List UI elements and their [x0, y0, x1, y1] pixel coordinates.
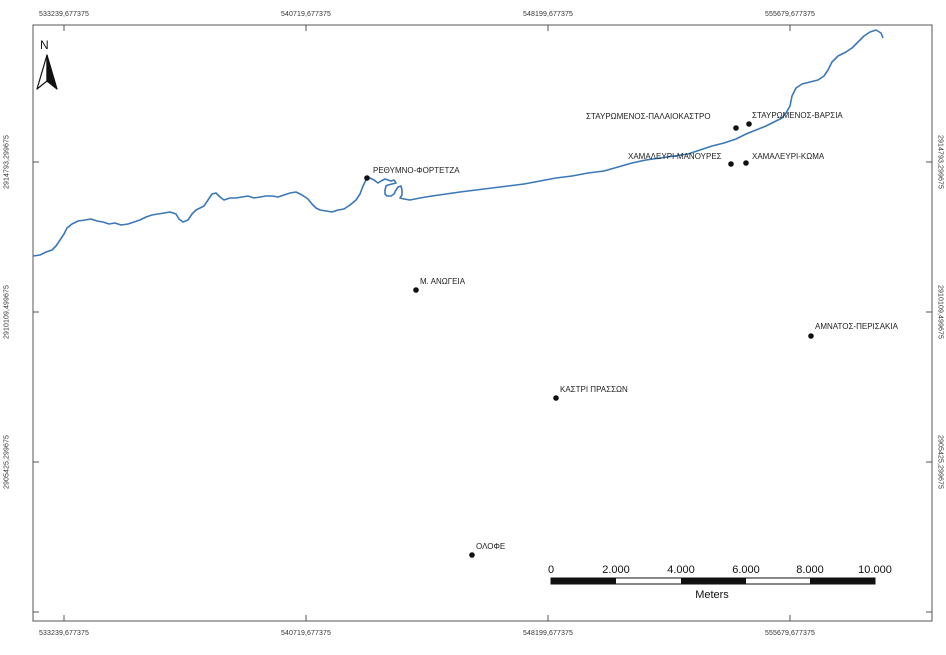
scale-tick-label: 8.000: [796, 564, 824, 576]
north-label: N: [40, 38, 49, 52]
left-graticule-ticks: [33, 161, 39, 613]
place-label: ΚΑΣΤΡΙ ΠΡΑΣΣΩΝ: [560, 385, 628, 394]
top-graticule-ticks: [63, 25, 791, 31]
place-label: ΧΑΜΑΛΕΥΡΙ-ΜΑΝΟΥΡΕΣ: [628, 152, 722, 161]
place-label: ΣΤΑΥΡΩΜΕΝΟΣ-ΠΑΛΑΙΟΚΑΣΤΡΟ: [586, 112, 711, 121]
right-coordinate-label: 2914793,299675: [936, 135, 944, 189]
bottom-coordinate-label: 555679,677375: [765, 630, 815, 637]
place-label: Μ. ΑΝΩΓΕΙΑ: [420, 277, 466, 286]
place-label: ΟΛΟΦΕ: [476, 542, 506, 551]
bottom-graticule-ticks: [63, 615, 791, 621]
place-label: ΡΕΘΥΜΝΟ-ΦΟΡΤΕΤΖΑ: [373, 166, 460, 175]
right-coordinate-label: 2910109,499675: [936, 285, 944, 339]
place-label: ΣΤΑΥΡΩΜΕΝΟΣ-ΒΑΡΣΙΑ: [752, 111, 843, 120]
scale-tick-label: 4.000: [667, 564, 695, 576]
site-marker[interactable]: [364, 175, 370, 181]
left-coordinate-label: 2914793,299675: [3, 135, 11, 189]
coastline: [32, 29, 884, 257]
left-coordinate-label: 2910109,499675: [3, 285, 11, 339]
site-marker[interactable]: [808, 333, 814, 339]
scale-tick-label: 0: [547, 564, 555, 576]
right-graticule-ticks: [926, 161, 932, 613]
bottom-coordinate-label: 540719,677375: [281, 630, 331, 637]
bottom-coordinate-label: 548199,677375: [523, 630, 573, 637]
place-label: ΧΑΜΑΛΕΥΡΙ-ΚΩΜΑ: [752, 152, 825, 161]
site-marker[interactable]: [746, 121, 752, 127]
bottom-coordinate-label: 533239,677375: [39, 630, 89, 637]
right-coordinate-label: 2905425,299675: [936, 435, 944, 489]
place-label: ΑΜΝΑΤΟΣ-ΠΕΡΙΣΑΚΙΑ: [815, 322, 898, 331]
map-neatline: [32, 24, 933, 622]
site-marker[interactable]: [553, 395, 559, 401]
site-marker[interactable]: [733, 125, 739, 131]
left-coordinate-label: 2905425,299675: [3, 435, 11, 489]
scale-tick-label: 6.000: [732, 564, 760, 576]
scale-tick-label: 10.000: [858, 564, 892, 576]
scale-tick-label: 2.000: [602, 564, 630, 576]
site-markers: [364, 121, 814, 558]
site-marker[interactable]: [743, 160, 749, 166]
top-coordinate-label: 548199,677375: [523, 11, 573, 18]
scale-segment-dark: [681, 578, 746, 584]
north-arrow-icon: [36, 54, 58, 90]
scale-segment-dark: [551, 578, 616, 584]
top-coordinate-label: 540719,677375: [281, 11, 331, 18]
scale-segment-dark: [810, 578, 875, 584]
scale-bar: [550, 577, 876, 585]
scale-unit-label: Meters: [695, 589, 729, 601]
top-coordinate-label: 533239,677375: [39, 11, 89, 18]
site-marker[interactable]: [728, 161, 734, 167]
top-coordinate-label: 555679,677375: [765, 11, 815, 18]
site-marker[interactable]: [413, 287, 419, 293]
site-marker[interactable]: [469, 552, 475, 558]
